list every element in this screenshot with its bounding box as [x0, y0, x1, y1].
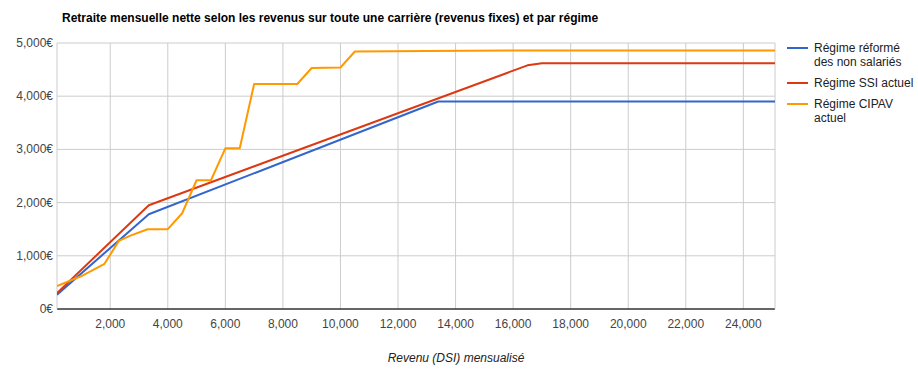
x-grid-line [743, 43, 744, 309]
y-tick-label: 1,000€ [16, 249, 53, 263]
y-tick-label: 5,000€ [16, 36, 53, 50]
series-line [57, 50, 775, 286]
legend-swatch [787, 82, 808, 84]
legend-line: Régime SSI actuel [814, 76, 913, 90]
series-line [57, 102, 775, 295]
x-grid-line [398, 43, 399, 309]
y-grid-line [57, 309, 775, 310]
legend-line: actuel [814, 111, 846, 125]
plot-frame-right [775, 43, 776, 309]
y-tick-label: 4,000€ [16, 89, 53, 103]
y-tick-label: 0€ [40, 302, 54, 316]
legend-swatch [787, 47, 808, 49]
x-grid-line [282, 43, 283, 309]
y-grid-line [57, 202, 775, 203]
x-tick-label: 10,000 [322, 317, 359, 331]
x-tick-label: 4,000 [153, 317, 183, 331]
plot-area [57, 50, 775, 294]
legend-line: Régime réformé [814, 41, 900, 55]
y-tick-label: 2,000€ [16, 196, 53, 210]
y-grid-line [57, 255, 775, 256]
x-tick-label: 20,000 [610, 317, 647, 331]
legend-line: Régime CIPAV [814, 97, 893, 111]
x-grid-line [167, 43, 168, 309]
series-line [57, 63, 775, 293]
x-axis-line [57, 309, 775, 310]
x-tick-label: 24,000 [725, 317, 762, 331]
x-grid-line [628, 43, 629, 309]
x-grid-line [685, 43, 686, 309]
legend-label: Régime SSI actuel [814, 76, 913, 90]
chart: Retraite mensuelle nette selon les reven… [0, 0, 918, 378]
legend-label: Régime réformédes non salariés [814, 41, 901, 69]
legend-label: Régime CIPAVactuel [814, 97, 893, 125]
x-tick-label: 8,000 [268, 317, 298, 331]
x-tick-label: 14,000 [437, 317, 474, 331]
x-tick-label: 18,000 [552, 317, 589, 331]
x-tick-label: 2,000 [95, 317, 125, 331]
x-grid-line [513, 43, 514, 309]
x-tick-label: 6,000 [210, 317, 240, 331]
x-grid-line [340, 43, 341, 309]
legend-swatch [787, 103, 808, 105]
x-tick-label: 12,000 [380, 317, 417, 331]
legend: Régime réformédes non salariés Régime SSI… [787, 41, 913, 125]
y-grid-line [57, 96, 775, 97]
x-grid-line [570, 43, 571, 309]
y-tick-label: 3,000€ [16, 142, 53, 156]
legend-line: des non salariés [814, 55, 901, 69]
y-axis-line [57, 43, 58, 309]
y-grid-line [57, 43, 775, 44]
x-tick-label: 22,000 [667, 317, 704, 331]
title: Retraite mensuelle nette selon les reven… [62, 11, 599, 25]
y-grid-line [57, 149, 775, 150]
x-axis-title: Revenu (DSI) mensualisé [388, 351, 525, 365]
x-grid-line [455, 43, 456, 309]
grid [57, 43, 775, 309]
x-grid-line [110, 43, 111, 309]
x-tick-label: 16,000 [495, 317, 532, 331]
